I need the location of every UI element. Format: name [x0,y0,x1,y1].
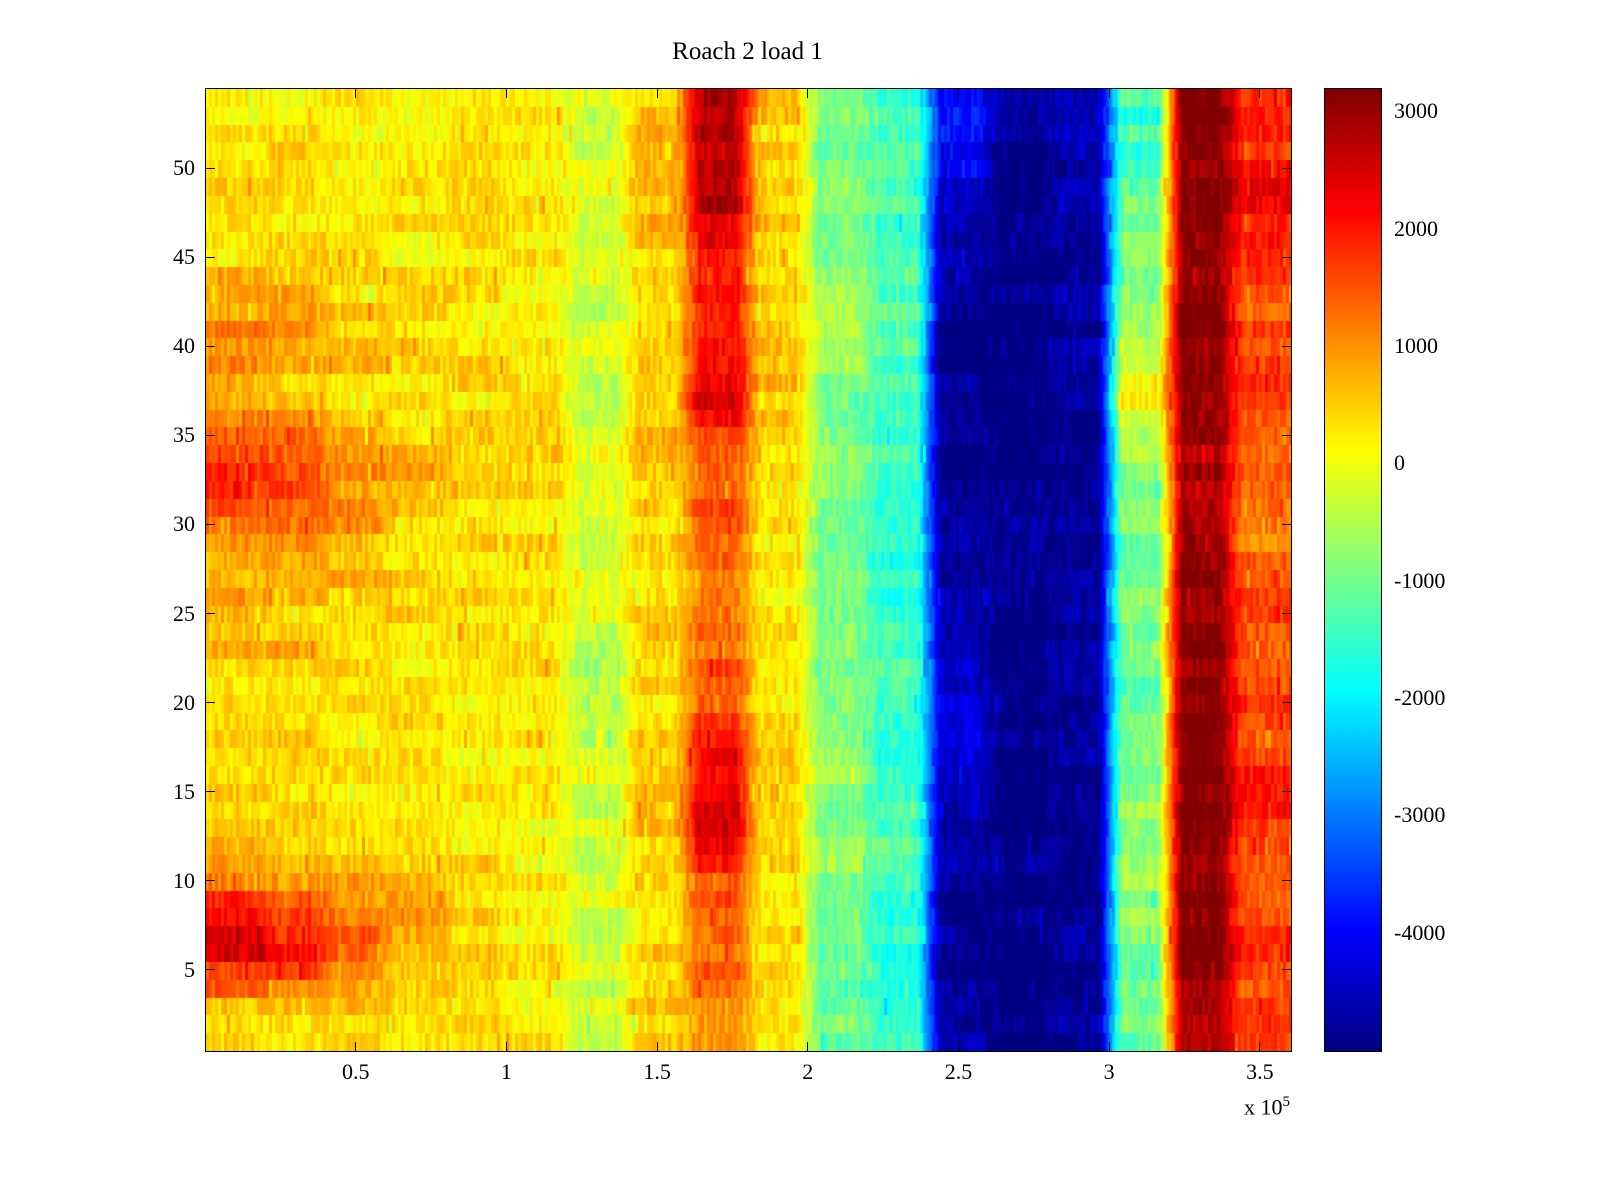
colorbar [1324,88,1382,1052]
x-axis-scale-label: x 105 [1160,1094,1290,1120]
colorbar-tick-label: 0 [1394,450,1405,476]
x-tick-mark-top [505,89,507,98]
y-tick-mark [206,969,215,971]
y-tick-mark-right [1282,167,1291,169]
x-tick-mark-top [1259,89,1261,98]
y-tick-label: 15 [173,778,195,804]
y-tick-label: 45 [173,244,195,270]
y-tick-mark [206,434,215,436]
colorbar-tick-label: 2000 [1394,215,1438,241]
x-tick-label: 3.5 [1246,1059,1274,1084]
x-tick-mark [505,1042,507,1051]
y-tick-label: 10 [173,867,195,893]
y-tick-mark-right [1282,880,1291,882]
x-tick-mark [807,1042,809,1051]
chart-title: Roach 2 load 1 [672,38,823,65]
x-tick-mark-top [807,89,809,98]
y-tick-mark [206,791,215,793]
y-tick-mark-right [1282,434,1291,436]
y-tick-label: 40 [173,333,195,359]
colorbar-tick-label: -2000 [1394,685,1446,711]
colorbar-canvas [1325,89,1381,1051]
y-tick-label: 20 [173,689,195,715]
y-tick-mark-right [1282,702,1291,704]
y-tick-mark [206,523,215,525]
x-axis-scale-base: x 10 [1244,1094,1283,1120]
y-tick-mark-right [1282,523,1291,525]
y-tick-mark-right [1282,969,1291,971]
y-tick-mark-right [1282,256,1291,258]
y-tick-mark [206,167,215,169]
x-tick-label: 3 [1103,1059,1115,1084]
heatmap-canvas [206,89,1291,1051]
colorbar-tick-label: 3000 [1394,98,1438,124]
y-tick-label: 5 [184,956,195,982]
x-tick-mark [355,1042,357,1051]
y-tick-mark-right [1282,345,1291,347]
plot-area [205,88,1292,1052]
x-axis-scale-exponent: 5 [1282,1094,1291,1110]
x-tick-mark-top [957,89,959,98]
x-tick-label: 2.5 [944,1059,973,1084]
x-tick-mark-top [1108,89,1110,98]
y-tick-mark [206,345,215,347]
x-tick-mark [1259,1042,1261,1051]
y-tick-mark-right [1282,613,1291,615]
y-tick-mark-right [1282,791,1291,793]
x-tick-mark-top [355,89,357,98]
colorbar-tick-label: -3000 [1394,802,1446,828]
y-tick-label: 50 [173,155,195,181]
x-tick-mark [1108,1042,1110,1051]
x-tick-label: 0.5 [341,1059,370,1084]
y-tick-label: 25 [173,600,195,626]
x-tick-label: 2 [802,1059,814,1084]
y-tick-label: 30 [173,511,195,537]
y-tick-label: 35 [173,422,195,448]
colorbar-tick-label: -4000 [1394,919,1446,945]
x-tick-label: 1 [500,1059,512,1084]
colorbar-tick-label: 1000 [1394,333,1438,359]
y-tick-mark [206,613,215,615]
y-tick-mark [206,880,215,882]
colorbar-tick-label: -1000 [1394,567,1446,593]
y-tick-mark [206,256,215,258]
y-tick-mark [206,702,215,704]
x-tick-mark [957,1042,959,1051]
x-tick-mark-top [656,89,658,98]
x-tick-mark [656,1042,658,1051]
x-tick-label: 1.5 [643,1059,671,1084]
